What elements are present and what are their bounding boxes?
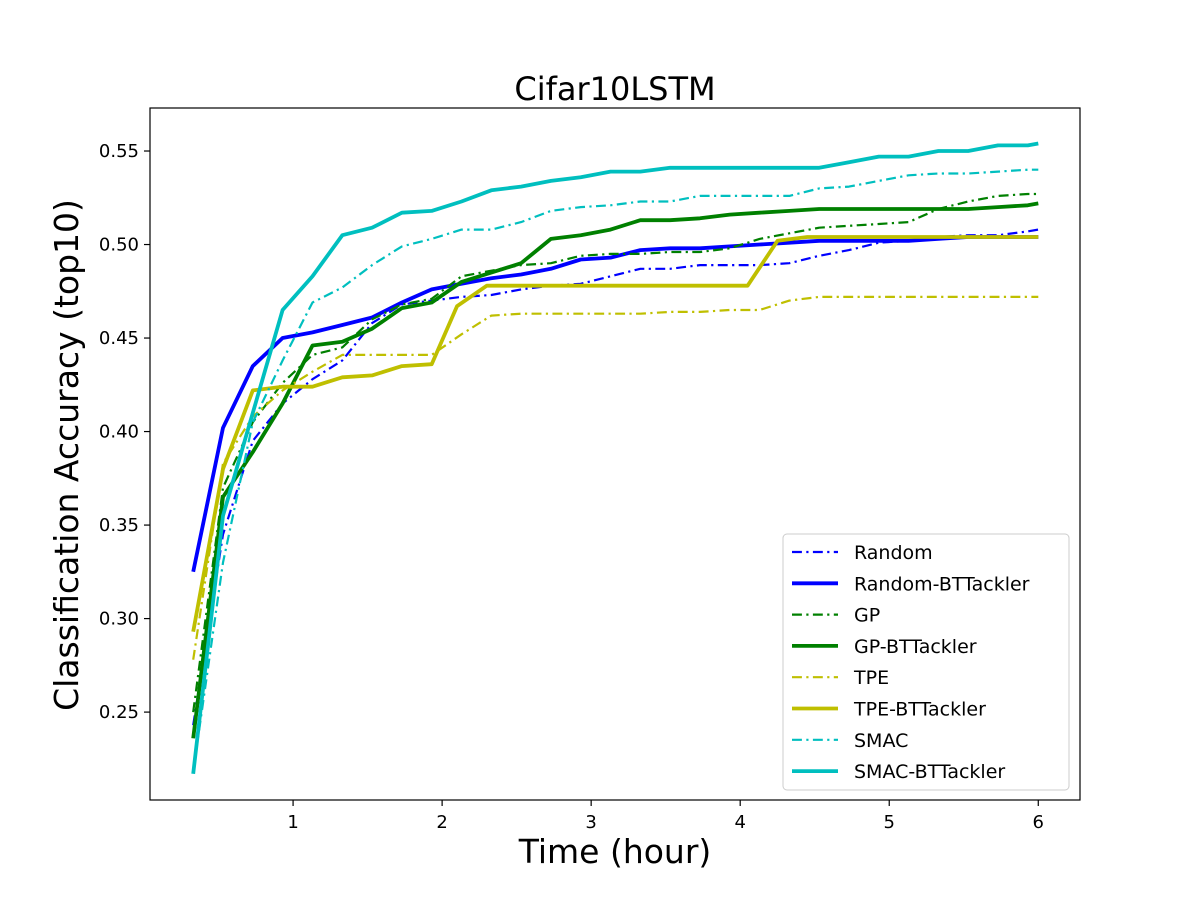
y-axis: 0.25 0.30 0.35 0.40 0.45 0.50 0.55 xyxy=(99,141,150,723)
series-line-gp-bttackler xyxy=(191,201,1039,739)
legend-label: TPE xyxy=(853,667,889,689)
series-line-smac-bttackler xyxy=(191,141,1039,775)
legend-label: SMAC-BTTackler xyxy=(854,761,1005,783)
x-tick-label: 1 xyxy=(287,812,298,833)
legend-label: TPE-BTTackler xyxy=(853,699,986,721)
x-tick-label: 2 xyxy=(436,812,447,833)
legend-label: GP xyxy=(854,605,880,627)
series-line-tpe xyxy=(192,295,1039,660)
y-tick-label: 0.30 xyxy=(99,609,139,630)
x-axis: 1 2 3 4 5 6 xyxy=(287,800,1044,833)
y-tick-label: 0.45 xyxy=(99,328,139,349)
legend-label: Random-BTTackler xyxy=(854,573,1030,595)
x-tick-label: 4 xyxy=(734,812,745,833)
legend-label: Random xyxy=(854,542,933,564)
series-line-gp xyxy=(192,192,1039,713)
legend-box xyxy=(782,533,1070,791)
series-line-smac xyxy=(192,168,1039,773)
x-tick-label: 6 xyxy=(1033,812,1044,833)
series-line-tpe-bttackler xyxy=(191,235,1039,633)
y-tick-label: 0.35 xyxy=(99,515,139,536)
legend: Random Random-BTTackler GP GP-BTTackler TPE T… xyxy=(782,533,1070,791)
y-tick-label: 0.50 xyxy=(99,235,139,256)
plot-frame xyxy=(149,107,1081,801)
series-line-random-bttackler xyxy=(191,235,1039,573)
y-tick-label: 0.55 xyxy=(99,141,139,162)
y-tick-label: 0.40 xyxy=(99,422,139,443)
y-tick-label: 0.25 xyxy=(99,702,139,723)
x-tick-label: 5 xyxy=(884,812,895,833)
legend-label: SMAC xyxy=(854,730,908,752)
legend-label: GP-BTTackler xyxy=(854,636,977,658)
series-line-random xyxy=(192,228,1039,726)
y-axis-title: Classification Accuracy (top10) xyxy=(47,199,86,711)
chart-title: Cifar10LSTM xyxy=(514,70,715,108)
x-axis-title: Time (hour) xyxy=(518,832,712,871)
x-tick-label: 3 xyxy=(585,812,596,833)
series-layer xyxy=(191,141,1039,775)
